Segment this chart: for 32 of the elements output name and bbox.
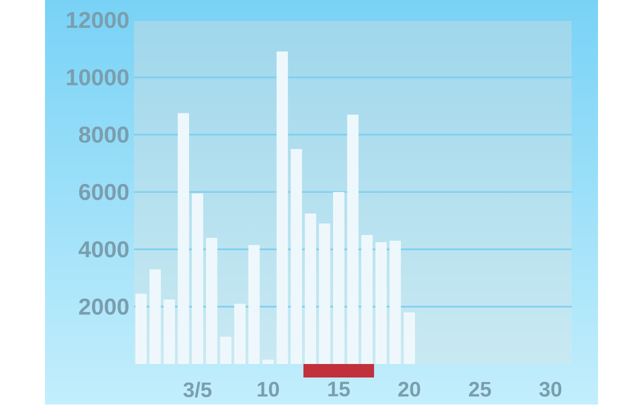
bar: [347, 114, 358, 364]
bar: [375, 242, 387, 364]
x-tick-label: 10: [258, 382, 279, 397]
y-tick-label: 6000: [79, 184, 129, 200]
bar: [248, 245, 260, 364]
y-tick-label: 4000: [78, 241, 129, 258]
bar: [262, 360, 274, 364]
x-tick-label: 15: [328, 382, 350, 396]
bar: [361, 235, 373, 364]
bar: [234, 304, 246, 364]
y-tick-label: 2000: [79, 298, 129, 315]
x-tick-label: 20: [398, 382, 420, 397]
x-tick-label: 30: [539, 382, 562, 397]
bar: [178, 113, 190, 364]
bar: [276, 52, 288, 364]
bar: [220, 336, 232, 364]
y-tick-label: 8000: [79, 126, 129, 143]
bar: [390, 240, 401, 364]
bar: [318, 224, 330, 364]
bar: [135, 294, 147, 364]
x-tick-label: 3/5: [183, 382, 212, 398]
bar: [304, 214, 316, 364]
bar: [164, 300, 175, 364]
y-tick-label: 12000: [66, 12, 129, 28]
bar: [192, 193, 204, 364]
y-tick-label: 10000: [66, 69, 129, 86]
bar: [333, 192, 344, 364]
x-tick-label: 25: [468, 382, 492, 397]
bar: [290, 149, 302, 364]
bar: [150, 269, 161, 364]
bar: [404, 312, 415, 364]
bar: [206, 238, 218, 364]
